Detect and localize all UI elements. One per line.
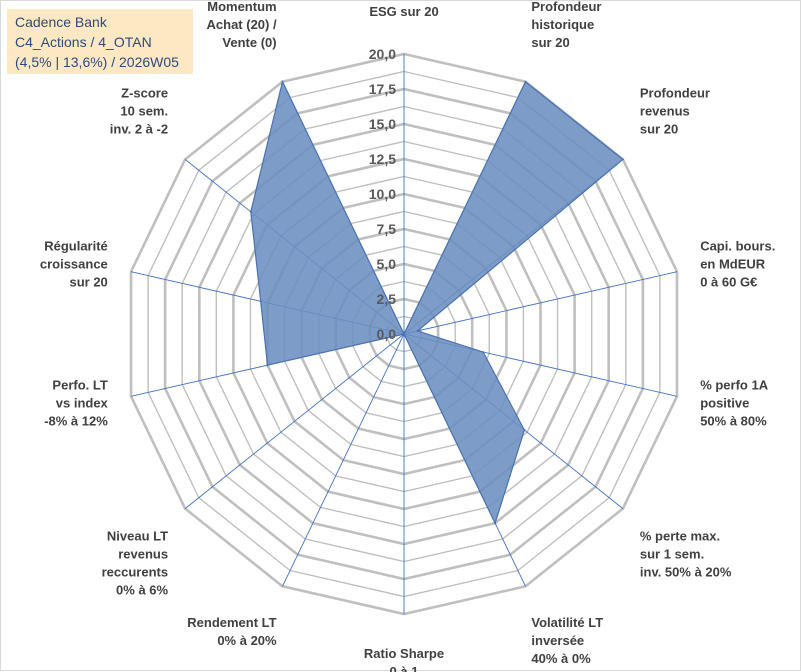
axis-label-line: Volatilité LT: [531, 615, 603, 630]
axis-label-line: positive: [700, 395, 749, 410]
data-point: [266, 364, 269, 367]
axis-label-line: Régularité: [44, 239, 108, 254]
axis-label-line: % perte max.: [640, 529, 720, 544]
data-point: [259, 300, 262, 303]
axis-label-line: inversée: [531, 633, 584, 648]
tick-label: 2,5: [377, 291, 397, 307]
tick-label: 0,0: [377, 326, 397, 342]
axis-label: Profondeur revenus sur 20: [640, 86, 710, 137]
axis-label-line: sur 1 sem.: [640, 547, 704, 562]
data-point: [494, 522, 497, 525]
axis-label-line: Z-score: [121, 86, 168, 101]
tick-label: 15,0: [369, 116, 396, 132]
data-series-area: [250, 79, 624, 525]
axis-label-line: Niveau LT: [107, 529, 168, 544]
axis-label: NoteESG sur 20: [369, 1, 438, 19]
axis-label-line: Achat (20) /: [207, 17, 277, 32]
axis-label-line: Perfo. LT: [52, 377, 107, 392]
axis-label-line: inv. 2 à -2: [110, 122, 168, 137]
axis-label: Ratio Sharpe 0 à 1: [364, 646, 444, 672]
axis-label-line: sur 20: [69, 275, 107, 290]
axis-label: Z-score 10 sem. inv. 2 à -2: [110, 86, 168, 137]
axis-label-line: 50% à 80%: [700, 413, 767, 428]
axis-spoke: [184, 333, 405, 509]
axis-label-line: 0% à 20%: [217, 633, 277, 648]
axis-label-line: Profondeur: [640, 86, 710, 101]
axis-label: Volatilité LT inversée 40% à 0%: [531, 615, 603, 666]
tick-label: 7,5: [377, 221, 397, 237]
axis-label-line: -8% à 12%: [44, 413, 108, 428]
axis-label-line: vs index: [56, 395, 109, 410]
tick-label: 12,5: [369, 151, 396, 167]
axis-label-line: croissance: [40, 257, 108, 272]
data-point: [482, 351, 485, 354]
axis-label-line: Vente (0): [222, 35, 276, 50]
axis-label: Perfo. LT vs index -8% à 12%: [44, 377, 108, 428]
data-point: [403, 333, 405, 335]
chart-title-line-2: C4_Actions / 4_OTAN: [15, 34, 152, 50]
axis-label: Régularité croissance sur 20: [40, 239, 108, 290]
data-point: [416, 329, 419, 332]
data-point: [523, 429, 526, 431]
axis-label-line: 0 à 1: [390, 664, 419, 672]
chart-title-line-3: (4,5% | 13,6%) / 2026W05: [15, 54, 179, 70]
axis-label-line: reccurents: [102, 565, 168, 580]
axis-label-line: Ratio Sharpe: [364, 646, 444, 661]
axis-label: Momentum Achat (20) / Vente (0): [207, 1, 277, 50]
chart-title-line-1: Cadence Bank: [15, 14, 107, 30]
axis-label: Rendement LT 0% à 20%: [187, 615, 277, 648]
axis-spoke: [282, 333, 405, 587]
axis-label-line: 0 à 60 G€: [700, 275, 757, 290]
axis-label-line: sur 20: [640, 122, 678, 137]
axis-label-line: Profondeur: [531, 1, 601, 14]
axis-label-line: 0% à 6%: [116, 583, 168, 598]
axis-label-line: sur 20: [531, 35, 569, 50]
data-point: [524, 80, 527, 83]
chart-title-box: Cadence Bank C4_Actions / 4_OTAN (4,5% |…: [7, 9, 193, 74]
axis-label-line: Momentum: [207, 1, 276, 14]
axis-label-line: inv. 50% à 20%: [640, 565, 732, 580]
axis-label-line: Capi. bours.: [700, 239, 775, 254]
tick-label: 10,0: [369, 186, 396, 202]
axis-label-line: historique: [531, 17, 594, 32]
axis-label-line: Rendement LT: [187, 615, 276, 630]
data-point: [621, 158, 624, 161]
axis-label: Capi. bours. en MdEUR 0 à 60 G€: [700, 239, 775, 290]
axis-label-line: 40% à 0%: [531, 651, 591, 666]
axis-label-line: en MdEUR: [700, 257, 766, 272]
axis-label-line: revenus: [118, 547, 168, 562]
data-point: [249, 210, 252, 213]
axis-label: % perte max. sur 1 sem. inv. 50% à 20%: [640, 529, 732, 580]
axis-label-line: 10 sem.: [120, 104, 168, 119]
axis-label: Niveau LT revenus reccurents 0% à 6%: [102, 529, 169, 598]
axis-label-line: % perfo 1A: [700, 377, 769, 392]
tick-label: 17,5: [369, 81, 396, 97]
axis-label-line: revenus: [640, 104, 690, 119]
axis-label: Profondeur historique sur 20: [531, 1, 601, 50]
axis-label: % perfo 1A positive 50% à 80%: [700, 377, 769, 428]
data-point: [281, 80, 284, 83]
axis-spoke: [403, 271, 678, 335]
tick-label: 20,0: [369, 46, 396, 62]
axis-label-line: ESG sur 20: [369, 4, 438, 19]
tick-label: 5,0: [377, 256, 397, 272]
